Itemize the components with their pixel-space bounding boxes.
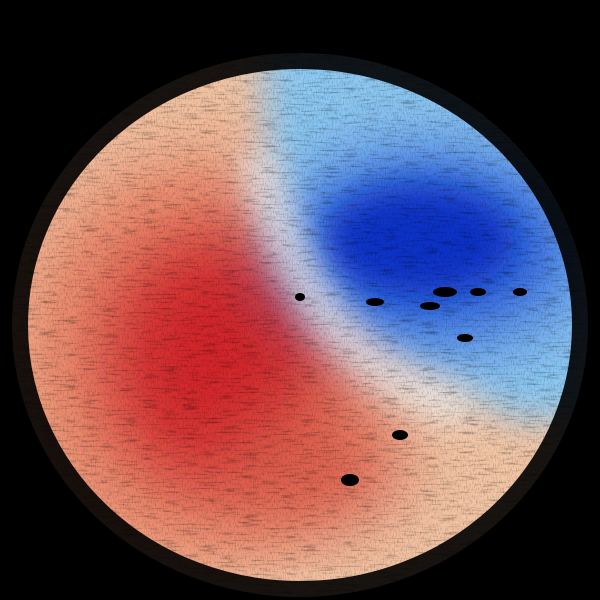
page: (() => { const data = JSON.parse(documen…	[0, 0, 600, 600]
radar-image	[0, 0, 600, 600]
edge-noise	[0, 0, 600, 600]
